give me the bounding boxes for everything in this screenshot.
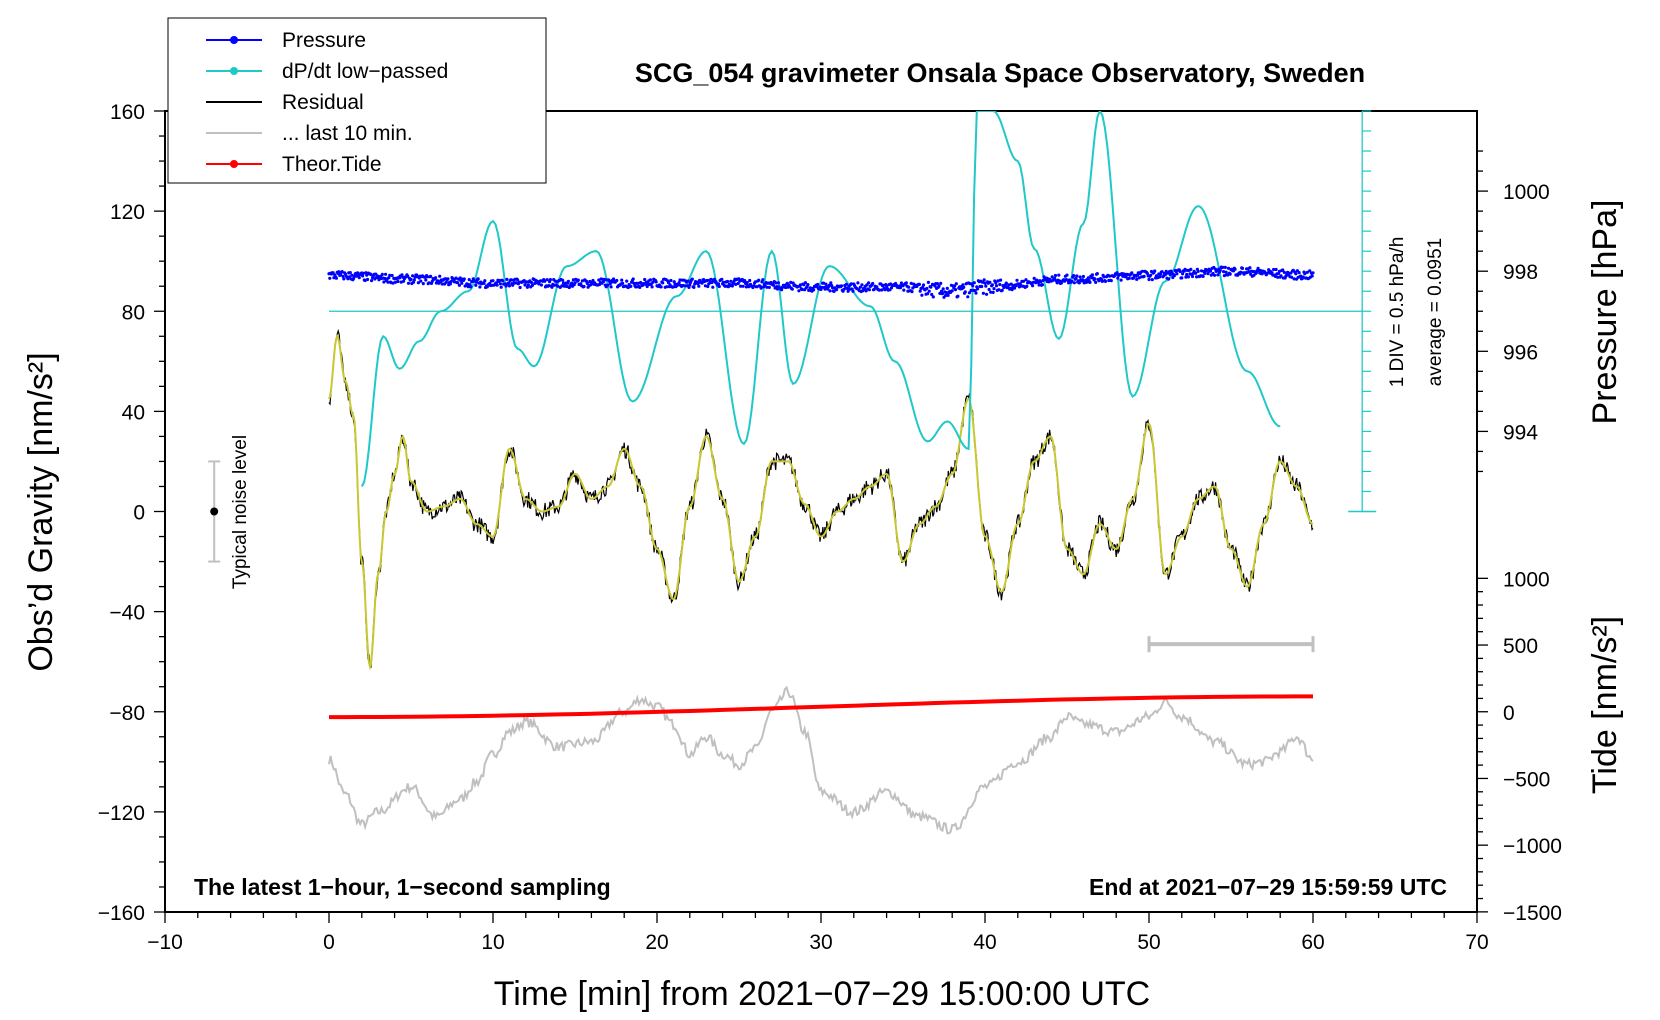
x-tick-label: 50 [1137,931,1160,954]
y-axis-pressure-title: Pressure [hPa] [1586,200,1624,425]
y-axis-left-title: Obs’d Gravity [nm/s²] [22,352,60,671]
pressure-tick-label: 996 [1503,341,1538,364]
series-residual-smoothed [328,334,1314,671]
x-tick-label: 10 [481,931,504,954]
x-tick-label: 20 [645,931,668,954]
legend-marker [230,36,238,44]
y-tick-label-left: 40 [122,401,145,424]
x-axis: −10 0 10 20 30 40 50 60 70 [147,912,1489,954]
legend-box [167,17,547,184]
legend-label: dP/dt low−passed [282,60,448,83]
annotations: Typical noise level 1 DIV = 0.5 hPa/h av… [194,110,1447,900]
series-layer [327,111,1363,835]
x-tick-label: −10 [147,931,183,954]
x-axis-title: Time [min] from 2021−07−29 15:00:00 UTC [494,975,1150,1013]
scale-label-average: average = 0.0951 [1425,238,1446,386]
pressure-tick-label: 998 [1503,261,1538,284]
legend-label: Pressure [282,29,366,52]
scale-label-div: 1 DIV = 0.5 hPa/h [1387,237,1408,388]
y-tick-label-left: −160 [98,902,145,925]
y-tick-label-left: 0 [133,502,145,525]
x-tick-label: 60 [1301,931,1324,954]
pressure-tick-label: 994 [1503,421,1538,444]
series-theor-tide [329,694,1313,720]
end-time-note: End at 2021−07−29 15:59:59 UTC [1089,874,1447,900]
x-tick-label: 70 [1465,931,1488,954]
y-tick-label-left: 160 [110,101,145,124]
legend: Pressure dP/dt low−passed Residual ... last… [167,17,547,184]
x-tick-label: 30 [809,931,832,954]
tide-tick-label: 500 [1503,635,1538,658]
y-tick-label-left: 120 [110,201,145,224]
y-tick-label-left: 80 [122,301,145,324]
legend-label: ... last 10 min. [282,122,413,145]
series-last-10-min [328,685,1314,835]
x-tick-label: 0 [323,931,335,954]
tide-tick-label: −500 [1503,768,1550,791]
y-axis-left: 160 120 80 40 0 −40 −80 −120 −160 [98,101,165,925]
chart-title: SCG_054 gravimeter Onsala Space Observat… [635,58,1365,88]
tide-tick-label: 0 [1503,702,1515,725]
legend-label: Residual [282,91,364,114]
tide-tick-label: −1500 [1503,902,1562,925]
y-tick-label-left: −80 [109,702,145,725]
pressure-tick-label: 1000 [1503,181,1550,204]
y-axis-tide-title: Tide [nm/s²] [1586,616,1624,794]
noise-label: Typical noise level [230,435,251,589]
noise-dot [210,507,219,516]
y-tick-label-left: −40 [109,602,145,625]
tide-tick-label: 1000 [1503,568,1550,591]
legend-marker [230,160,238,168]
series-pressure [327,265,1315,299]
legend-label: Theor.Tide [282,153,382,176]
tide-tick-label: −1000 [1503,835,1562,858]
y-tick-label-left: −120 [98,802,145,825]
y-axis-pressure: 1000 998 996 994 [1477,150,1550,473]
y-axis-tide: 1000 500 0 −500 −1000 −1500 [1477,568,1562,925]
sampling-note: The latest 1−hour, 1−second sampling [194,874,611,900]
legend-marker [230,67,238,75]
series-residual [328,328,1314,668]
x-tick-label: 40 [973,931,996,954]
